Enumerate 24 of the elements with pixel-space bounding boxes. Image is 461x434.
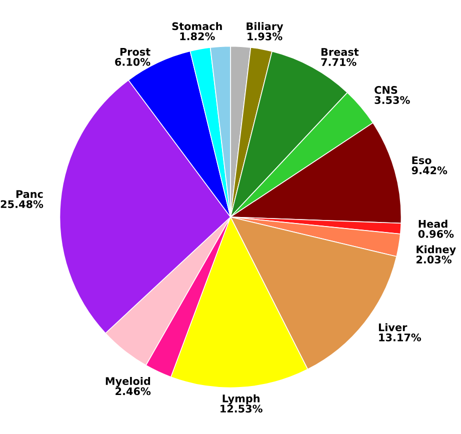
data-label: 6.10%	[115, 58, 150, 66]
slice-label: Eso	[412, 156, 432, 164]
data-label: 3.53%	[374, 96, 410, 104]
data-label: 2.46%	[116, 387, 151, 396]
data-label: 7.71%	[321, 58, 356, 66]
slice-label: Prost	[120, 48, 150, 56]
data-label: 1.82%	[180, 32, 215, 40]
slice-label: Biliary	[246, 22, 284, 32]
slice-label: Head	[418, 220, 448, 228]
slice-label: Breast	[321, 48, 359, 56]
slice-label: Myeloid	[106, 376, 150, 388]
slice-label: Kidney	[416, 245, 456, 256]
slice-label: Liver	[378, 323, 408, 332]
data-label: 13.17%	[379, 333, 422, 342]
data-label: 2.03%	[416, 256, 452, 264]
data-label: 25.48%	[0, 200, 44, 208]
slice-label: Panc	[16, 190, 43, 198]
data-label: 1.93%	[248, 32, 282, 40]
data-label: 12.53%	[220, 404, 262, 413]
slice-label: Lymph	[222, 394, 260, 405]
data-label: 9.42%	[412, 166, 448, 174]
data-label: 0.96%	[418, 230, 454, 238]
slice-label: CNS	[374, 86, 398, 94]
slice-label: Stomach	[172, 22, 222, 30]
